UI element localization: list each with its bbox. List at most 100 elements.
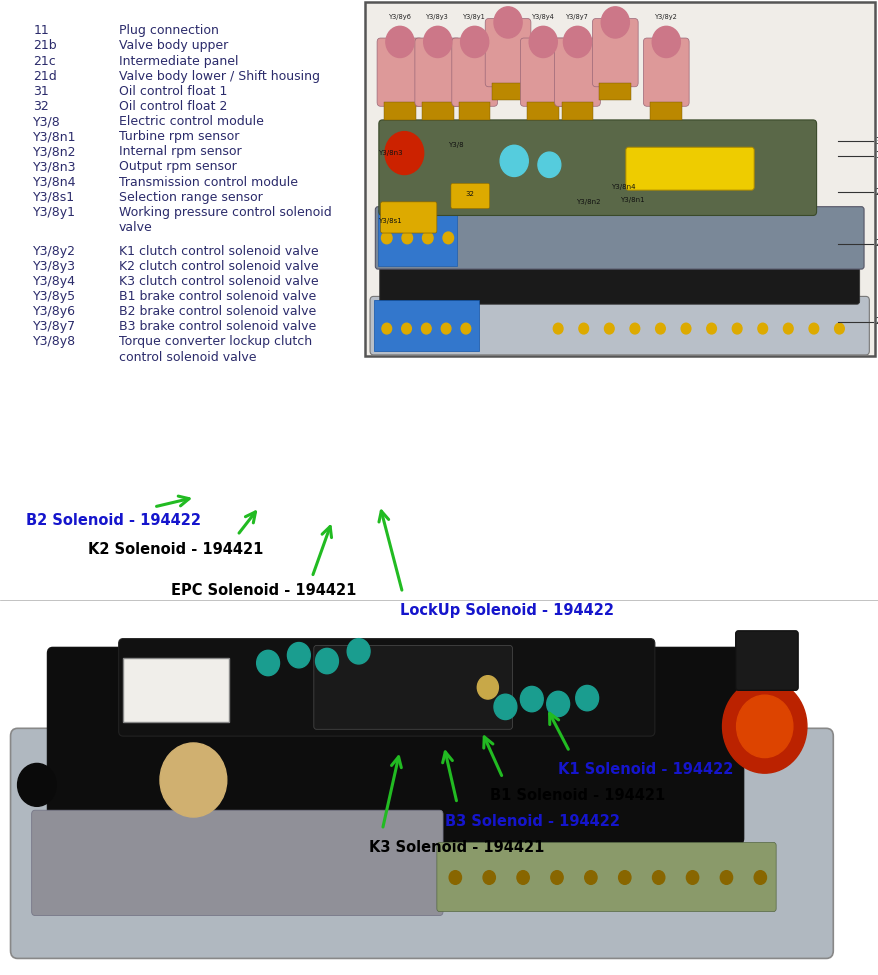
Text: Y3/8y6: Y3/8y6 [388,14,411,20]
Text: 11: 11 [874,151,878,161]
Text: Selection range sensor: Selection range sensor [119,191,263,204]
Text: Plug connection: Plug connection [119,24,219,37]
Circle shape [575,685,598,711]
Circle shape [443,232,453,244]
Circle shape [753,871,766,884]
Circle shape [706,324,716,333]
Text: Output rpm sensor: Output rpm sensor [119,161,236,174]
Text: K2 Solenoid - 194421: K2 Solenoid - 194421 [88,542,263,557]
Bar [421,102,453,120]
Text: Working pressure control solenoid: Working pressure control solenoid [119,206,331,218]
Circle shape [529,26,557,58]
FancyBboxPatch shape [370,296,868,355]
Text: Y3/8y3: Y3/8y3 [33,259,76,273]
FancyBboxPatch shape [11,728,832,958]
Circle shape [736,695,792,758]
Circle shape [680,324,690,333]
Text: Intermediate panel: Intermediate panel [119,55,238,67]
Bar [561,102,593,120]
Text: K1 clutch control solenoid valve: K1 clutch control solenoid valve [119,245,318,257]
Circle shape [719,871,731,884]
Circle shape [287,643,310,668]
Text: Y3/8n4: Y3/8n4 [33,176,76,188]
Text: K2 clutch control solenoid valve: K2 clutch control solenoid valve [119,259,318,273]
FancyBboxPatch shape [625,147,753,190]
Circle shape [546,691,569,717]
Circle shape [423,26,451,58]
FancyBboxPatch shape [119,639,654,736]
Circle shape [422,232,433,244]
Text: Y3/8y1: Y3/8y1 [33,206,76,218]
Text: Internal rpm sensor: Internal rpm sensor [119,145,241,158]
Text: Electric control module: Electric control module [119,115,263,128]
Text: Y3/8y1: Y3/8y1 [463,14,486,20]
Circle shape [347,639,370,664]
Circle shape [651,871,664,884]
Bar [599,83,630,100]
Text: Y3/8y6: Y3/8y6 [33,305,76,318]
Text: 21c: 21c [874,239,878,249]
Circle shape [553,324,563,333]
Bar [373,300,479,351]
Text: 11: 11 [33,24,49,37]
Text: Y3/8n3: Y3/8n3 [33,161,76,174]
Text: K3 clutch control solenoid valve: K3 clutch control solenoid valve [119,275,318,288]
Text: Y3/8y3: Y3/8y3 [426,14,449,20]
Text: control solenoid valve: control solenoid valve [119,350,255,364]
FancyBboxPatch shape [379,261,859,304]
Text: K1 Solenoid - 194422: K1 Solenoid - 194422 [558,762,733,777]
Circle shape [18,763,56,806]
Text: valve: valve [119,220,152,234]
FancyBboxPatch shape [123,658,228,722]
Circle shape [551,871,563,884]
Text: Valve body upper: Valve body upper [119,39,227,53]
Circle shape [461,324,471,333]
FancyBboxPatch shape [592,19,637,87]
FancyBboxPatch shape [32,810,443,916]
FancyBboxPatch shape [520,38,565,106]
Circle shape [381,324,391,333]
Text: Torque converter lockup clutch: Torque converter lockup clutch [119,335,312,348]
Bar [364,2,874,356]
Circle shape [584,871,596,884]
Circle shape [618,871,630,884]
FancyBboxPatch shape [735,631,797,690]
Text: 21c: 21c [33,55,56,67]
Circle shape [385,132,423,175]
Text: Y3/8y4: Y3/8y4 [33,275,76,288]
Text: Turbine rpm sensor: Turbine rpm sensor [119,131,239,143]
Circle shape [579,324,588,333]
Text: Oil control float 1: Oil control float 1 [119,85,227,98]
Text: Y3/8n2: Y3/8n2 [33,145,76,158]
Circle shape [449,871,461,884]
Circle shape [834,324,844,333]
Text: 21d: 21d [33,70,57,83]
Text: B3 brake control solenoid valve: B3 brake control solenoid valve [119,320,315,333]
Text: B2 Solenoid - 194422: B2 Solenoid - 194422 [26,513,201,527]
Text: Y3/8n1: Y3/8n1 [619,197,644,203]
Circle shape [520,686,543,712]
Circle shape [722,680,806,773]
Bar [378,210,457,266]
Bar [458,102,490,120]
Text: Y3/8n4: Y3/8n4 [610,184,635,190]
Circle shape [315,648,338,674]
Text: LockUp Solenoid - 194422: LockUp Solenoid - 194422 [399,603,613,617]
Circle shape [493,7,522,38]
Text: Y3/8s1: Y3/8s1 [378,218,401,224]
Circle shape [256,650,279,676]
Circle shape [601,7,629,38]
Text: Y3/8n1: Y3/8n1 [33,131,76,143]
Text: B1 brake control solenoid valve: B1 brake control solenoid valve [119,291,315,303]
FancyBboxPatch shape [643,38,688,106]
Text: Y3/8y8: Y3/8y8 [33,335,76,348]
FancyBboxPatch shape [485,19,530,87]
Bar [527,102,558,120]
FancyBboxPatch shape [554,38,600,106]
Circle shape [655,324,665,333]
Text: Y3/8y2: Y3/8y2 [33,245,76,257]
FancyBboxPatch shape [380,202,436,233]
Circle shape [483,871,495,884]
Circle shape [385,26,414,58]
Circle shape [477,676,498,699]
